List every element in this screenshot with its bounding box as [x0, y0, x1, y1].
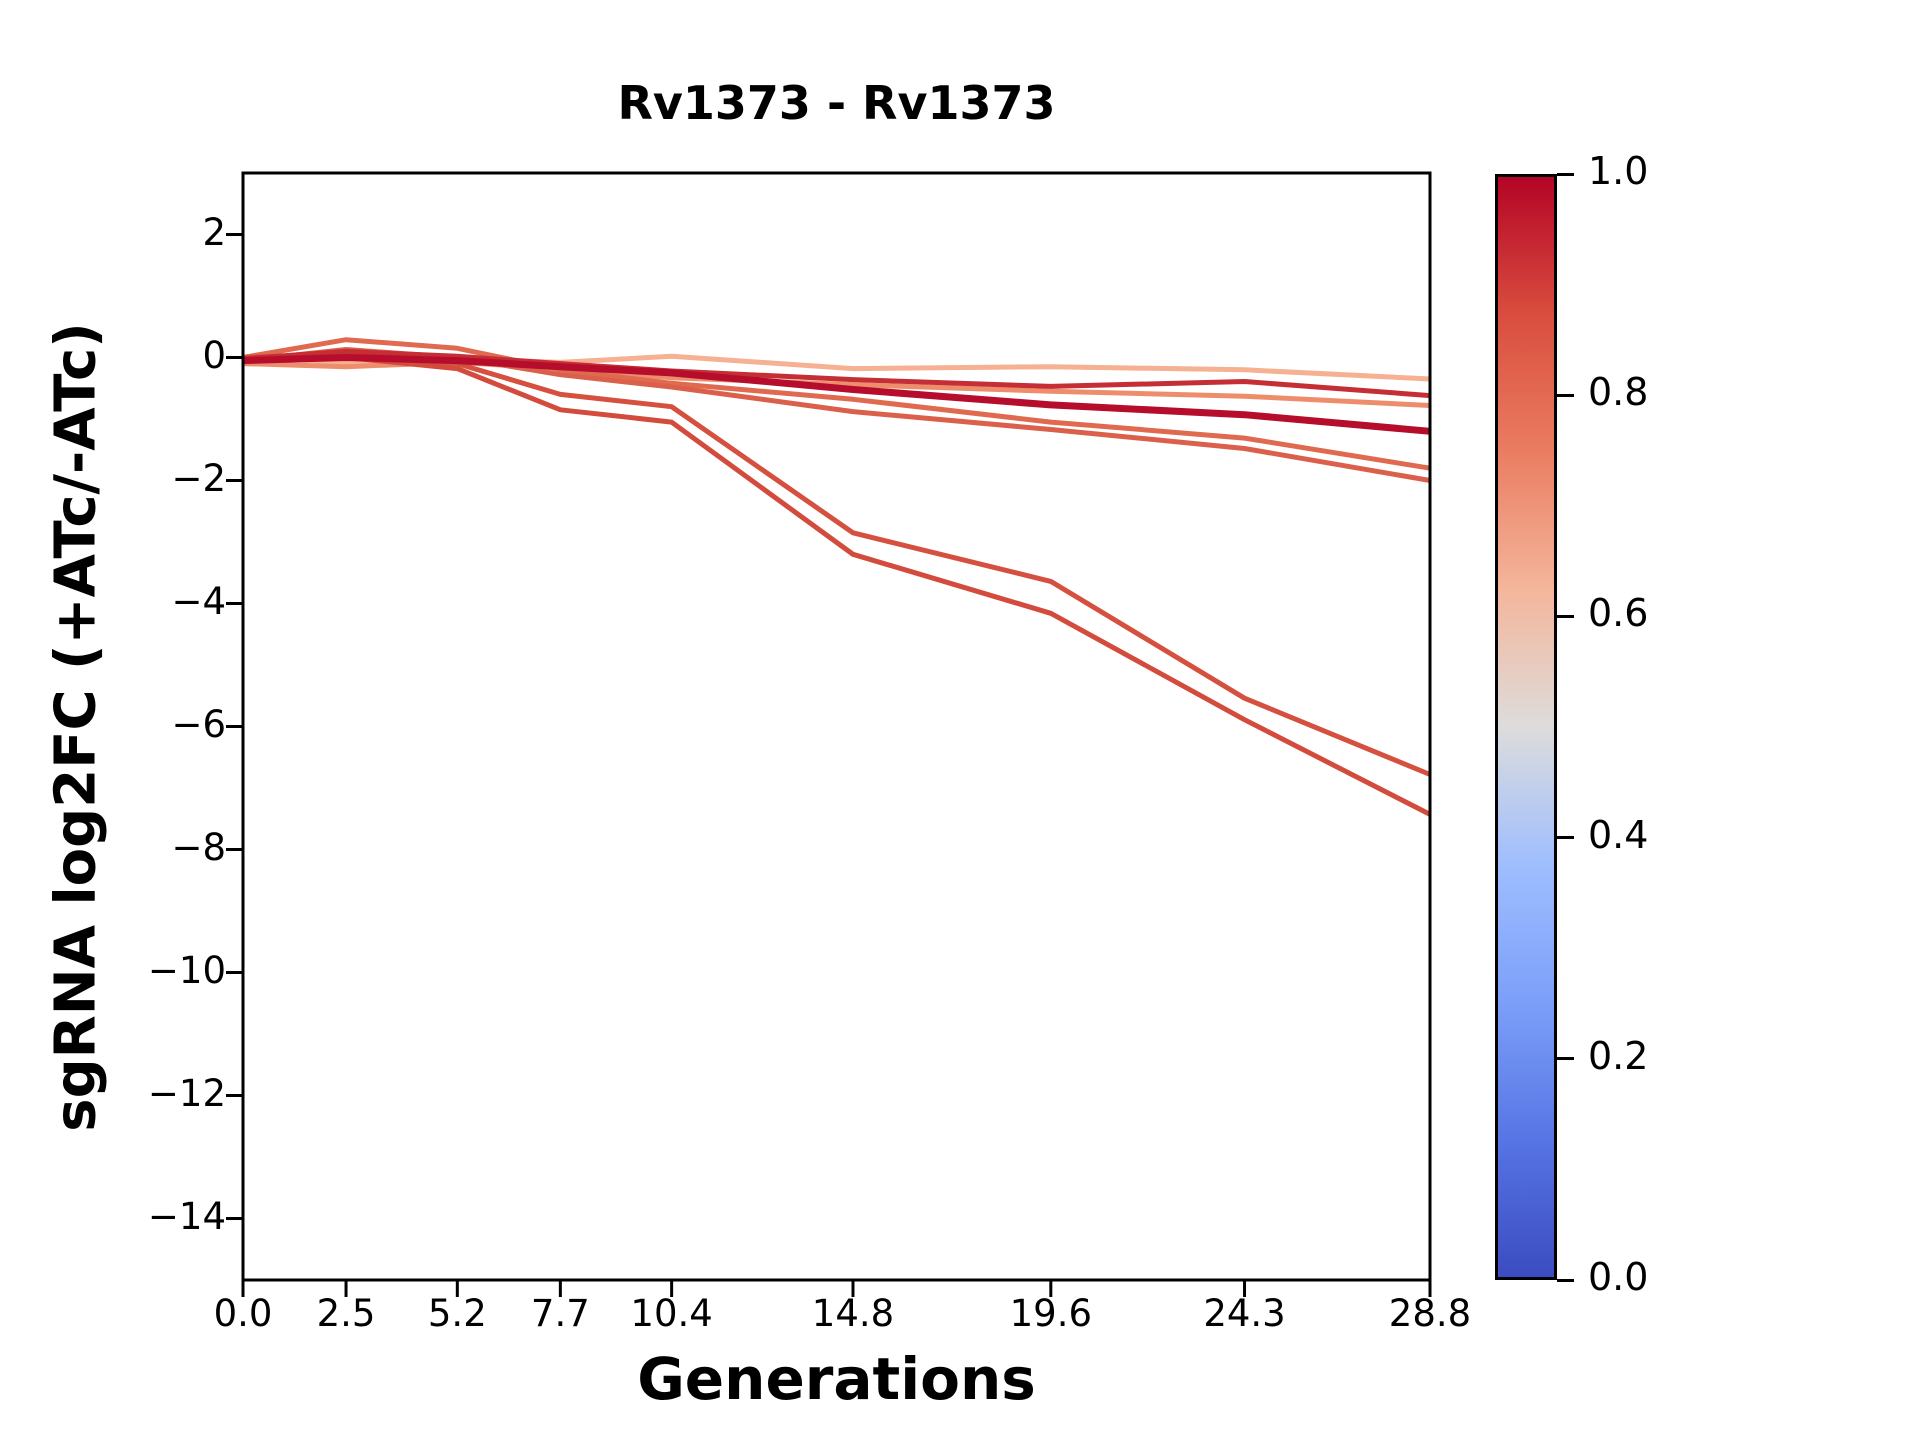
colorbar-tick-label: 1.0	[1588, 149, 1649, 193]
series-line-sgRNA-6	[242, 355, 1432, 817]
colorbar-tick-mark	[1557, 836, 1574, 840]
colorbar-tick-label: 0.2	[1588, 1033, 1649, 1078]
x-tick-label: 24.3	[1203, 1292, 1286, 1335]
colorbar	[1495, 174, 1557, 1280]
series-line-sgRNA-8	[242, 354, 1431, 435]
x-tick-label: 7.7	[530, 1292, 590, 1335]
colorbar-tick-mark	[1557, 172, 1574, 176]
axes-frame	[241, 171, 1432, 1282]
x-tick-label: 2.5	[316, 1292, 376, 1335]
colorbar-tick-mark	[1557, 614, 1574, 618]
series-line-sgRNA-2	[242, 359, 1431, 408]
colorbar-tick-mark	[1557, 1057, 1574, 1061]
colorbar-tick-label: 0.6	[1588, 591, 1649, 636]
y-tick-label: −4	[171, 579, 226, 623]
y-tick-label: −8	[171, 825, 226, 869]
x-tick-label: 5.2	[427, 1292, 487, 1335]
colorbar-tick-label: 0.8	[1588, 370, 1649, 415]
x-tick-label: 19.6	[1009, 1292, 1093, 1335]
x-tick-label: 0.0	[213, 1292, 273, 1335]
x-axis-label: Generations	[637, 1345, 1036, 1413]
colorbar-tick-mark	[1557, 1278, 1574, 1282]
x-tick-label: 10.4	[630, 1292, 713, 1335]
colorbar-tick-mark	[1557, 393, 1574, 397]
plot-title: Rv1373 - Rv1373	[617, 76, 1056, 130]
y-tick-label: 0	[202, 333, 226, 377]
y-tick-label: −14	[147, 1194, 226, 1238]
series-line-sgRNA-3	[242, 337, 1431, 471]
y-tick-label: −10	[147, 948, 226, 992]
y-tick-label: −6	[171, 702, 226, 746]
y-tick-label: −12	[147, 1071, 226, 1115]
x-tick-label: 28.8	[1388, 1292, 1472, 1335]
colorbar-tick-label: 0.4	[1588, 812, 1649, 857]
y-tick-label: 2	[202, 210, 226, 254]
colorbar-tick-label: 0.0	[1588, 1255, 1649, 1299]
x-tick-label: 14.8	[811, 1292, 895, 1335]
y-tick-label: −2	[171, 456, 226, 500]
